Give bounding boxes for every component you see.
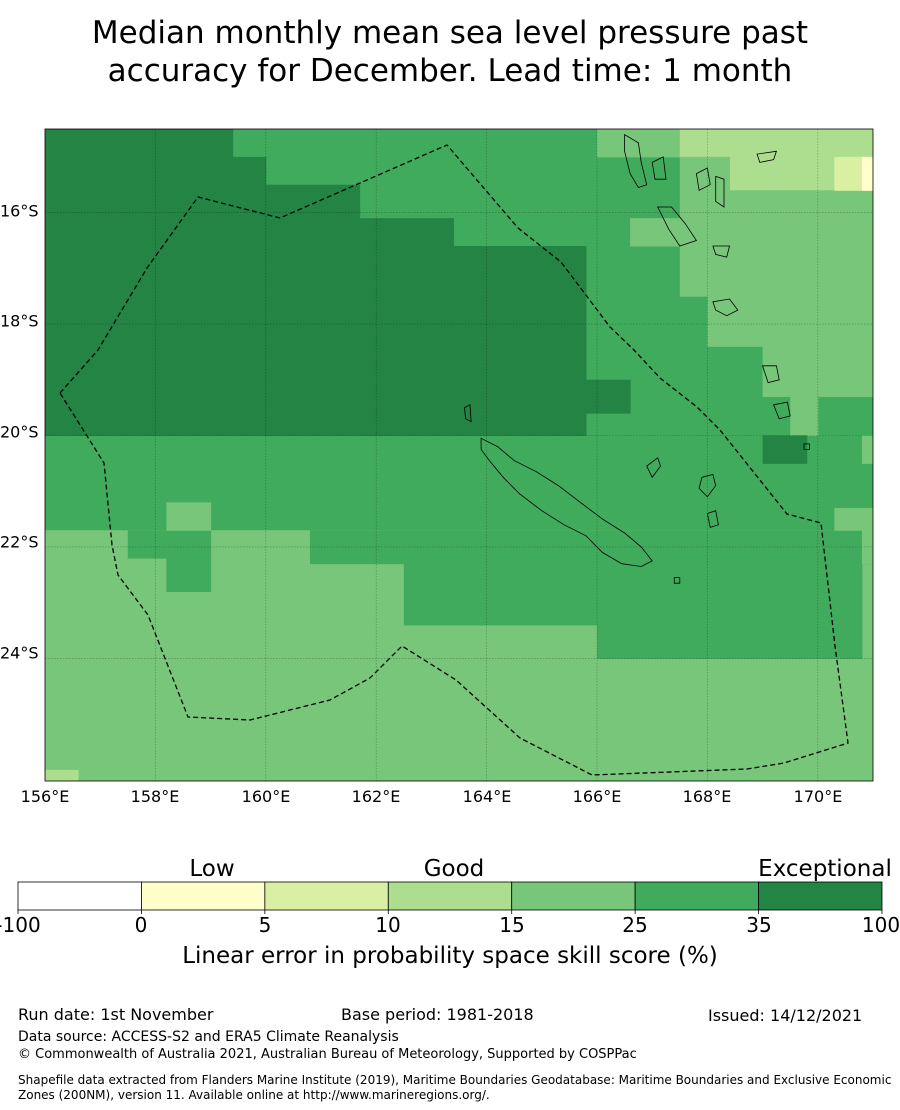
skill-cell (679, 156, 730, 297)
eez-boundary (59, 144, 849, 776)
title-line-1: Median monthly mean sea level pressure p… (91, 15, 809, 51)
ambrym-coast (715, 175, 725, 208)
lat-tick-label: 20°S (0, 422, 39, 442)
colorbar (17, 881, 883, 914)
skill-cell (834, 563, 863, 659)
skill-cell (403, 563, 598, 626)
colorbar-segment (634, 881, 759, 911)
lon-tick-label: 156°E (20, 787, 70, 806)
santo-east-coast (651, 156, 667, 180)
category-good: Good (423, 856, 485, 882)
lat-tick-label: 22°S (0, 532, 39, 552)
coastlines (464, 133, 810, 584)
lon-tick-label: 164°E (462, 787, 512, 806)
category-low: Low (189, 856, 235, 882)
mare-coast (706, 510, 719, 528)
skill-cell (729, 190, 764, 297)
colorbar-tick: 10 (375, 913, 401, 937)
skill-cell (265, 184, 361, 436)
skill-cell (232, 156, 267, 436)
lat-tick-label: 16°S (0, 201, 39, 221)
lon-tick-label: 170°E (793, 787, 843, 806)
skill-cell (630, 218, 681, 247)
skill-cell (309, 530, 361, 565)
skill-cell (127, 530, 167, 559)
colorbar-tick: 15 (499, 913, 525, 937)
colorbar-tick: 100 (861, 913, 900, 937)
data-source: Data source: ACCESS-S2 and ERA5 Climate … (18, 1029, 399, 1045)
lon-tick-label: 162°E (351, 787, 401, 806)
skill-grid (45, 129, 873, 781)
skill-cell (707, 290, 791, 347)
lat-tick-label: 24°S (0, 643, 39, 663)
copyright: © Commonwealth of Australia 2021, Austra… (18, 1047, 637, 1062)
skill-cell (45, 769, 79, 781)
colorbar-tick: 35 (746, 913, 772, 937)
tanna-coast (773, 401, 791, 420)
skill-cell (359, 530, 873, 565)
skill-cell (861, 435, 873, 464)
title-line-2: accuracy for December. Lead time: 1 mont… (107, 53, 793, 89)
isle-of-pines-coast (673, 577, 681, 584)
maewo-coast (756, 150, 777, 163)
espiritu-santo-coast (624, 133, 648, 188)
skill-cell (166, 502, 212, 531)
base-period: Base period: 1981-2018 (341, 1005, 534, 1024)
skill-cell (166, 530, 212, 593)
lon-tick-label: 158°E (130, 787, 180, 806)
new-caledonia-coast (480, 437, 653, 567)
map-frame (44, 128, 874, 782)
skill-cell (790, 346, 819, 436)
eez-boundary-line (59, 144, 849, 776)
colorbar-segment (141, 881, 266, 911)
colorbar-tick: 25 (622, 913, 648, 937)
lat-tick-label: 18°S (0, 311, 39, 331)
skill-cell (359, 218, 454, 436)
skill-cell (861, 156, 873, 191)
issued-date: Issued: 14/12/2021 (708, 1006, 863, 1025)
efate-coast (712, 298, 739, 317)
skill-cell (585, 379, 631, 414)
belep-coast (464, 404, 472, 423)
aneityum-coast (803, 443, 810, 450)
ouvea-coast (646, 457, 661, 479)
shapefile-credit: Shapefile data extracted from Flanders M… (18, 1073, 892, 1102)
lifou-coast (698, 474, 717, 498)
lon-tick-label: 160°E (241, 787, 291, 806)
colorbar-tick: -100 (0, 913, 41, 937)
colorbar-segment (387, 881, 513, 911)
lon-tick-label: 166°E (572, 787, 622, 806)
skill-cell (834, 507, 873, 531)
pentecost-coast (695, 167, 711, 191)
epi-coast (712, 245, 731, 258)
colorbar-segment (264, 881, 389, 911)
erromango-coast (762, 365, 780, 384)
colorbar-label: Linear error in probability space skill … (182, 943, 718, 969)
chart-title: Median monthly mean sea level pressure p… (0, 14, 900, 90)
skill-cell (861, 530, 873, 565)
skill-cell (762, 435, 808, 464)
colorbar-segment (17, 881, 142, 911)
lon-tick-label: 168°E (682, 787, 732, 806)
category-exceptional: Exceptional (758, 856, 892, 882)
skill-cell (679, 129, 873, 158)
colorbar-segment (511, 881, 636, 911)
colorbar-tick: 5 (258, 913, 272, 937)
skill-cell (597, 563, 835, 659)
run-date: Run date: 1st November (18, 1005, 214, 1024)
colorbar-tick: 0 (134, 913, 148, 937)
skill-cell (453, 246, 587, 436)
colorbar-segment (758, 881, 883, 911)
malekula-coast (657, 206, 698, 247)
